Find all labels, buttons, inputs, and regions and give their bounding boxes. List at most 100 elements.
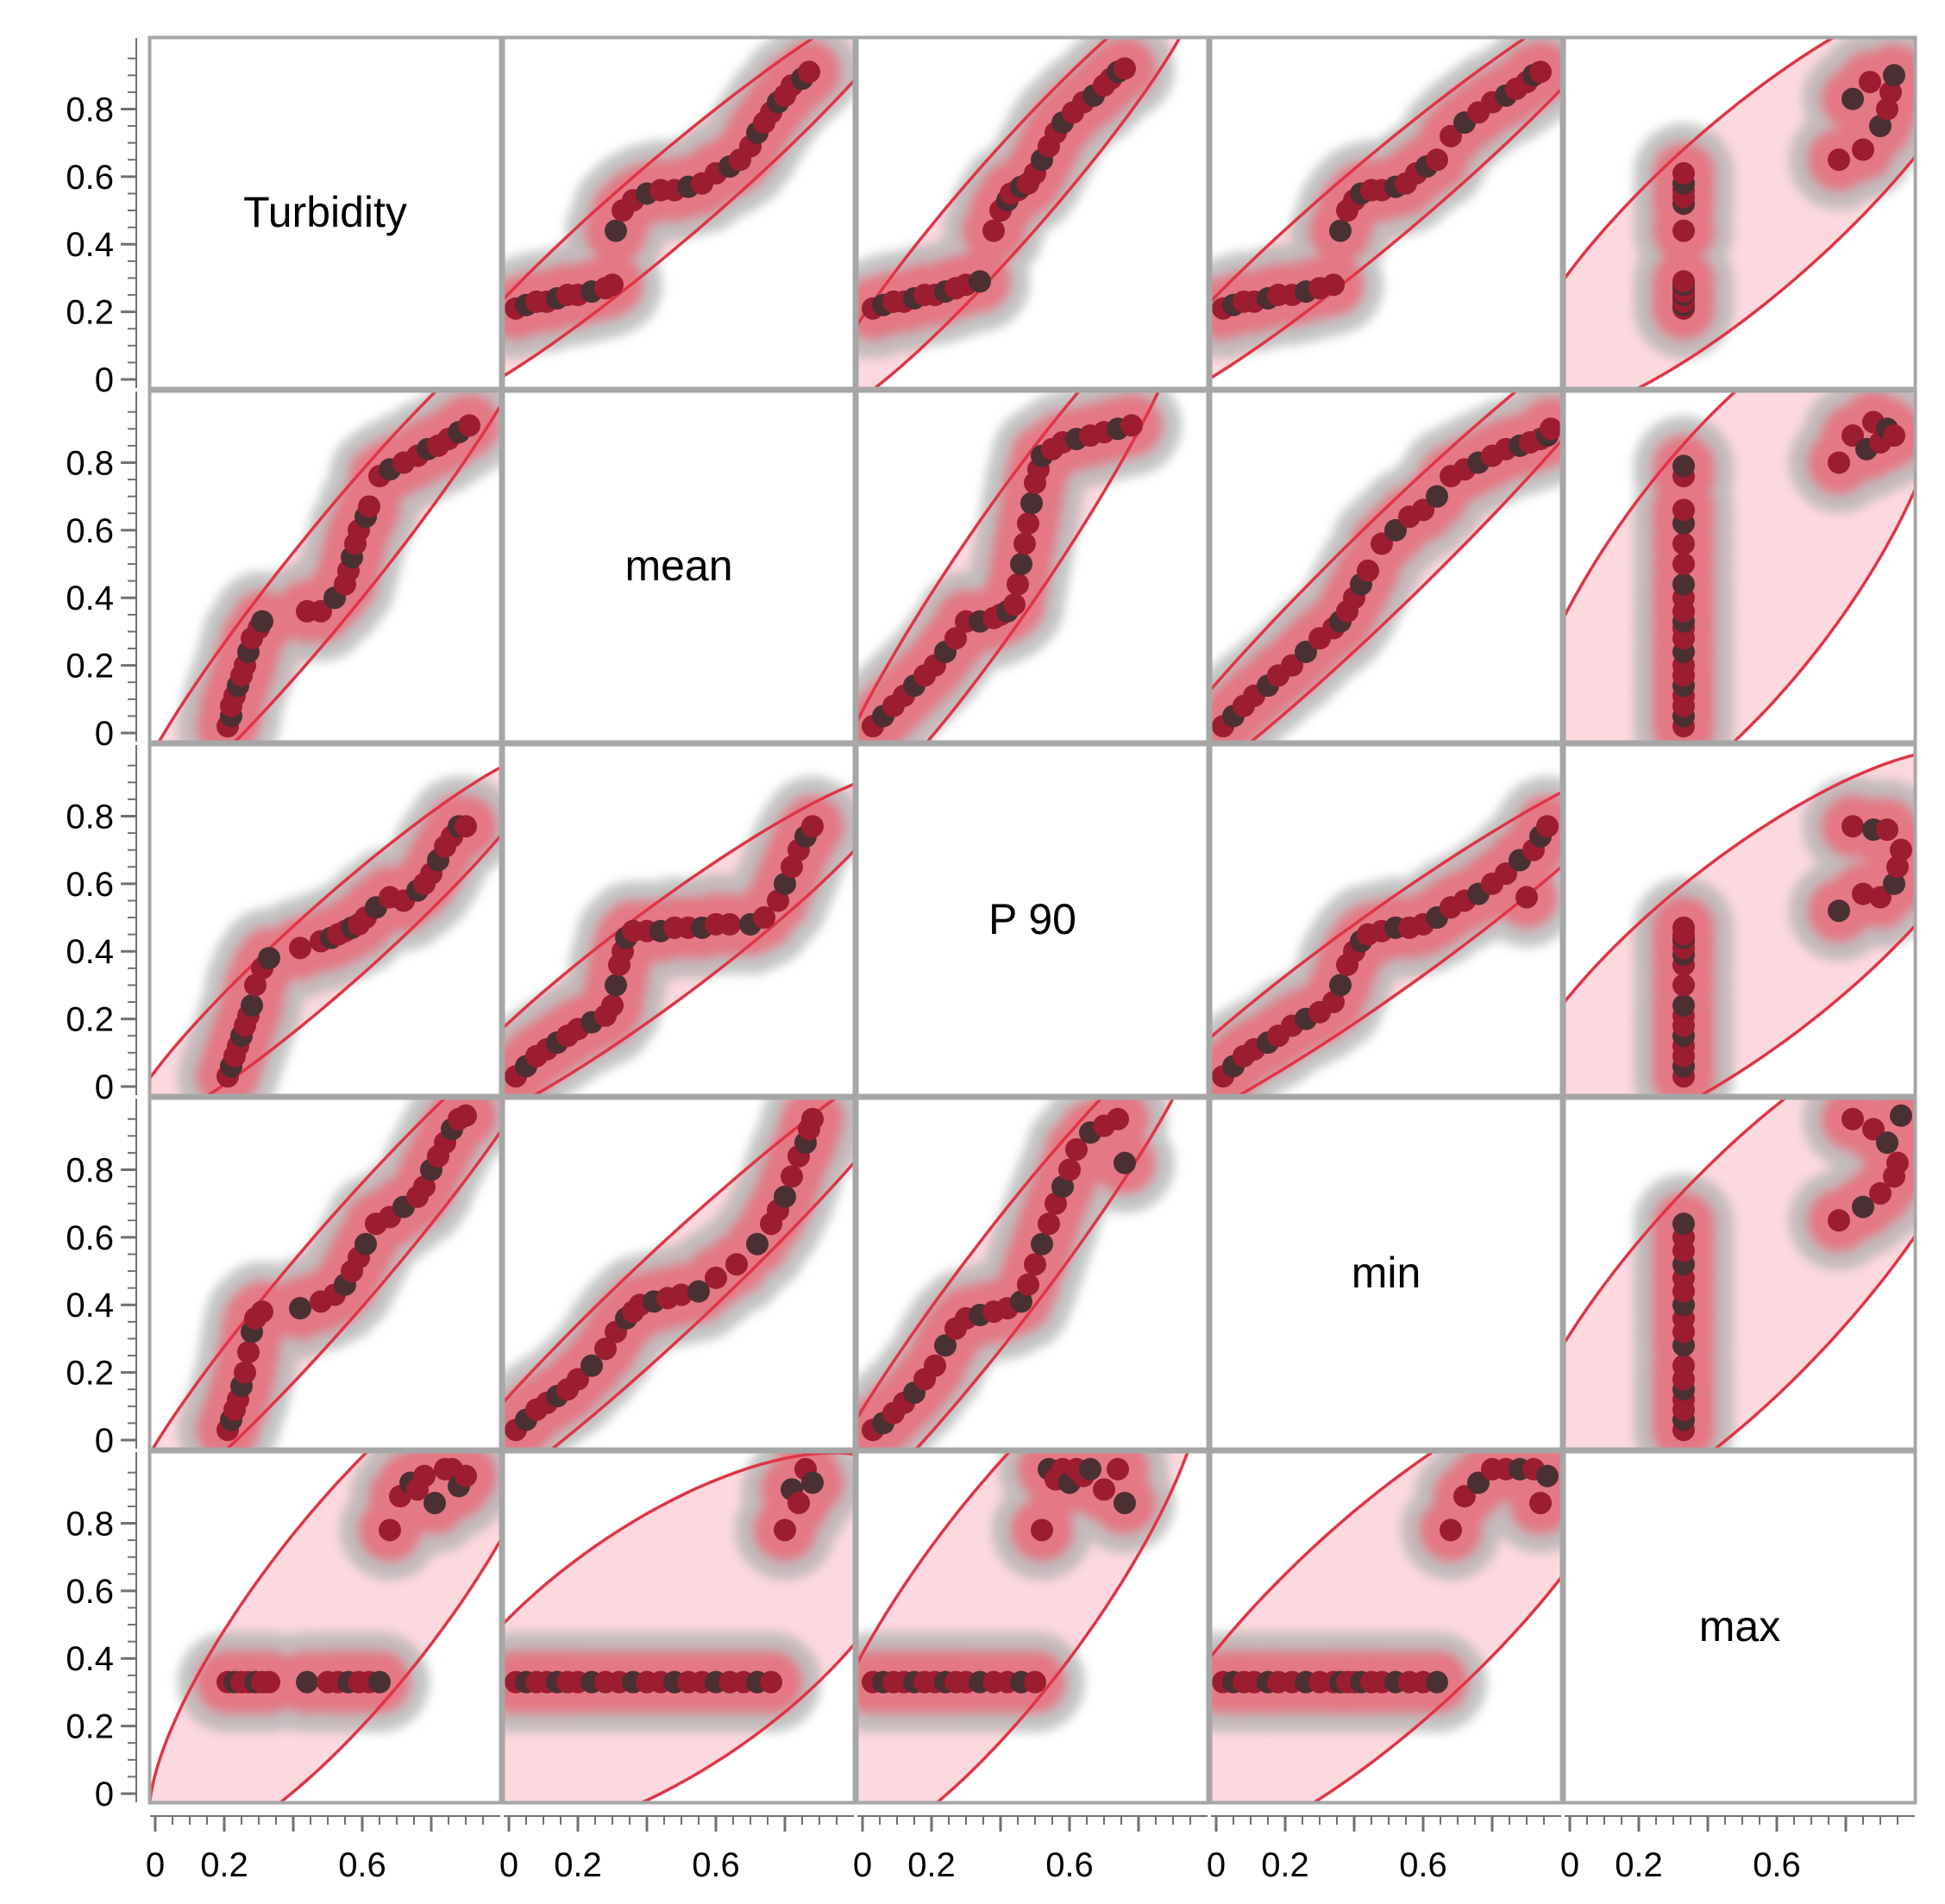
y-tick-label: 0.6 [66,1573,114,1611]
data-point [1672,573,1695,596]
data-point [746,1232,769,1256]
data-point [1412,498,1434,522]
data-point [580,1354,603,1377]
matrix-cells: Turbidity mean P 90 min max [147,35,1917,1805]
x-tick-label: 0.6 [1753,1846,1801,1884]
data-point [1862,1118,1885,1141]
data-point [1426,148,1448,172]
matrix-cell-2-3 [1208,742,1564,1098]
data-point [1869,886,1892,909]
bivariate-ellipse-outline [503,37,855,379]
data-point [798,60,820,84]
data-point [413,1464,436,1488]
y-tick-label: 0.8 [66,91,114,128]
data-point [1453,1485,1476,1508]
y-tick-label: 0.8 [66,444,114,482]
data-point [760,1670,782,1694]
data-point [258,1670,280,1694]
data-point [289,936,311,960]
data-point [1852,138,1874,161]
data-point [1357,559,1379,582]
bivariate-ellipse-outline [856,1098,1176,1450]
y-tick-label: 0 [95,361,114,399]
matrix-cell-4-4: max [1562,1450,1917,1805]
data-point [718,912,741,936]
data-point [1841,87,1864,110]
x-tick-label: 0.6 [692,1846,740,1884]
cell-background [1563,1450,1917,1804]
data-point [1876,1131,1898,1155]
data-point [1031,1519,1053,1542]
y-tick-label: 0.4 [66,1640,114,1678]
data-point [1031,1232,1053,1256]
data-point [258,947,280,970]
matrix-cell-4-2 [855,1450,1210,1805]
data-point [1883,872,1905,895]
cell-frame [1208,389,1564,744]
x-tick-label: 0.2 [554,1846,602,1884]
data-point [1107,1457,1129,1481]
bivariate-ellipse-outline [150,1098,501,1450]
data-point [1467,1471,1490,1494]
data-point [1672,270,1695,293]
data-point [1114,1491,1136,1514]
matrix-cell-1-2 [855,389,1210,744]
data-point [1883,64,1905,87]
data-point [1852,1195,1874,1218]
y-tick-label: 0.6 [66,1219,114,1257]
data-point [1426,485,1448,508]
data-point [1540,417,1562,441]
data-point [234,1361,256,1384]
data-point [781,855,803,879]
y-tick-label: 0 [95,1068,114,1106]
cell-frame [1562,1096,1917,1451]
data-point [354,1232,377,1256]
data-point [455,1104,477,1127]
y-tick-label: 0.4 [66,579,114,617]
data-point [1515,886,1538,909]
y-tick-label: 0.6 [66,512,114,550]
matrix-cell-1-0 [147,389,503,744]
data-point [594,1337,617,1361]
data-point [934,1334,957,1357]
data-point [601,993,624,1017]
x-axis-col-1: 0 0.2 0.6 [499,1815,854,1884]
data-point [687,1280,710,1303]
data-point [368,1670,391,1694]
data-point [1672,916,1695,939]
x-tick-label: 0.2 [907,1846,956,1884]
data-point [1536,1464,1559,1488]
data-point [1020,492,1043,515]
data-point [1051,1175,1074,1199]
data-point [1120,414,1143,437]
bivariate-ellipse-outline [856,391,1161,742]
y-tick-label: 0.2 [66,294,114,332]
data-point [1876,97,1898,121]
cell-frame [1208,1096,1564,1451]
y-tick-label: 0.6 [66,159,114,197]
cell-frame [1562,389,1917,744]
matrix-cell-3-1 [501,1096,856,1451]
y-tick-label: 0 [95,715,114,753]
data-point [455,1464,477,1488]
data-point [567,1368,589,1391]
data-point [1426,1670,1448,1694]
data-point [1384,518,1407,542]
matrix-cell-3-2 [855,1096,1210,1451]
data-point [705,1266,727,1289]
y-tick-label: 0.8 [66,1505,114,1543]
data-point [767,889,789,912]
data-point [1672,974,1695,997]
data-point [774,872,796,895]
cell-frame [1208,742,1564,1098]
data-point [413,1175,436,1199]
data-point [289,1297,311,1320]
x-axis-col-4: 0 0.2 0.6 [1560,1815,1915,1884]
data-point [1869,1181,1892,1205]
data-point [1883,424,1905,448]
data-point [1440,1519,1462,1542]
bivariate-ellipse-outline [503,782,855,1096]
cell-frame [855,389,1210,744]
x-tick-label: 0.6 [1399,1846,1447,1884]
